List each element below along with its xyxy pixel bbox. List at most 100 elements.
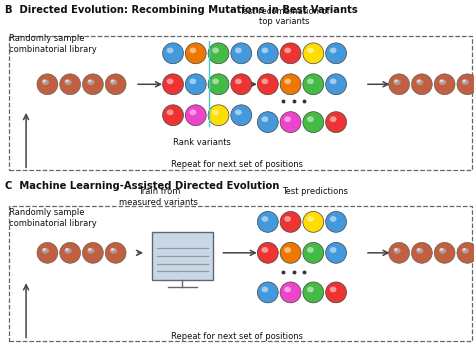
Ellipse shape	[394, 79, 398, 83]
Text: Test recombination of
top variants: Test recombination of top variants	[239, 7, 330, 26]
Ellipse shape	[284, 216, 291, 222]
Ellipse shape	[82, 74, 103, 95]
Ellipse shape	[43, 248, 46, 251]
Ellipse shape	[457, 74, 474, 95]
Ellipse shape	[212, 109, 219, 115]
Ellipse shape	[262, 216, 268, 222]
Ellipse shape	[411, 74, 432, 95]
Ellipse shape	[185, 105, 206, 126]
Ellipse shape	[440, 248, 443, 251]
Text: Test predictions: Test predictions	[282, 187, 348, 196]
Ellipse shape	[439, 248, 446, 254]
Ellipse shape	[231, 74, 252, 95]
Ellipse shape	[190, 109, 196, 115]
Ellipse shape	[185, 43, 206, 64]
Ellipse shape	[65, 79, 69, 83]
Ellipse shape	[37, 243, 58, 263]
Ellipse shape	[190, 47, 196, 53]
Ellipse shape	[280, 74, 301, 95]
Ellipse shape	[330, 247, 337, 253]
Ellipse shape	[235, 47, 242, 53]
Ellipse shape	[42, 79, 49, 85]
Ellipse shape	[64, 248, 72, 254]
Ellipse shape	[307, 247, 314, 253]
Ellipse shape	[303, 212, 324, 232]
Ellipse shape	[37, 74, 58, 95]
Ellipse shape	[330, 216, 337, 222]
Ellipse shape	[65, 248, 69, 251]
Ellipse shape	[326, 43, 346, 64]
Ellipse shape	[330, 47, 337, 53]
Ellipse shape	[330, 78, 337, 84]
Ellipse shape	[110, 79, 117, 85]
Ellipse shape	[307, 116, 314, 122]
Ellipse shape	[257, 282, 278, 303]
Ellipse shape	[462, 248, 469, 254]
Ellipse shape	[280, 43, 301, 64]
Ellipse shape	[330, 287, 337, 292]
Ellipse shape	[417, 248, 420, 251]
Text: Randomly sample
combinatorial library: Randomly sample combinatorial library	[9, 34, 97, 54]
Text: Rank variants: Rank variants	[173, 138, 231, 147]
Ellipse shape	[64, 79, 72, 85]
Ellipse shape	[416, 79, 423, 85]
Bar	[9, 36, 472, 170]
Ellipse shape	[185, 74, 206, 95]
Ellipse shape	[105, 74, 126, 95]
Text: Randomly sample
combinatorial library: Randomly sample combinatorial library	[9, 208, 97, 227]
Ellipse shape	[389, 74, 410, 95]
Ellipse shape	[416, 248, 423, 254]
Ellipse shape	[326, 282, 346, 303]
Ellipse shape	[110, 248, 117, 254]
Ellipse shape	[257, 43, 278, 64]
Ellipse shape	[307, 78, 314, 84]
Ellipse shape	[82, 243, 103, 263]
Ellipse shape	[307, 287, 314, 292]
Text: B  Directed Evolution: Recombining Mutations in Best Variants: B Directed Evolution: Recombining Mutati…	[5, 5, 357, 15]
Bar	[152, 232, 213, 280]
Ellipse shape	[235, 78, 242, 84]
Ellipse shape	[280, 282, 301, 303]
Ellipse shape	[280, 112, 301, 132]
Ellipse shape	[208, 105, 229, 126]
Ellipse shape	[303, 243, 324, 263]
Bar	[9, 206, 472, 341]
Ellipse shape	[208, 43, 229, 64]
Ellipse shape	[303, 112, 324, 132]
Ellipse shape	[280, 243, 301, 263]
Ellipse shape	[262, 287, 268, 292]
Ellipse shape	[303, 43, 324, 64]
Ellipse shape	[163, 74, 183, 95]
Text: Train from
measured variants: Train from measured variants	[119, 187, 198, 207]
Ellipse shape	[231, 43, 252, 64]
Ellipse shape	[330, 116, 337, 122]
Ellipse shape	[235, 109, 242, 115]
Ellipse shape	[284, 287, 291, 292]
Ellipse shape	[326, 112, 346, 132]
Ellipse shape	[440, 79, 443, 83]
Ellipse shape	[163, 43, 183, 64]
Ellipse shape	[394, 248, 398, 251]
Text: Repeat for next set of positions: Repeat for next set of positions	[171, 160, 303, 169]
Ellipse shape	[88, 79, 91, 83]
Ellipse shape	[111, 79, 114, 83]
Ellipse shape	[434, 243, 455, 263]
Ellipse shape	[257, 212, 278, 232]
Ellipse shape	[212, 78, 219, 84]
Ellipse shape	[389, 243, 410, 263]
Ellipse shape	[167, 109, 173, 115]
Ellipse shape	[326, 74, 346, 95]
Text: C  Machine Learning-Assisted Directed Evolution: C Machine Learning-Assisted Directed Evo…	[5, 181, 279, 191]
Ellipse shape	[393, 248, 401, 254]
Ellipse shape	[280, 212, 301, 232]
Ellipse shape	[257, 112, 278, 132]
Ellipse shape	[212, 47, 219, 53]
Ellipse shape	[163, 105, 183, 126]
Ellipse shape	[284, 47, 291, 53]
Text: Repeat for next set of positions: Repeat for next set of positions	[171, 332, 303, 341]
Ellipse shape	[87, 248, 94, 254]
Ellipse shape	[457, 243, 474, 263]
Ellipse shape	[463, 79, 466, 83]
Ellipse shape	[326, 212, 346, 232]
Ellipse shape	[393, 79, 401, 85]
